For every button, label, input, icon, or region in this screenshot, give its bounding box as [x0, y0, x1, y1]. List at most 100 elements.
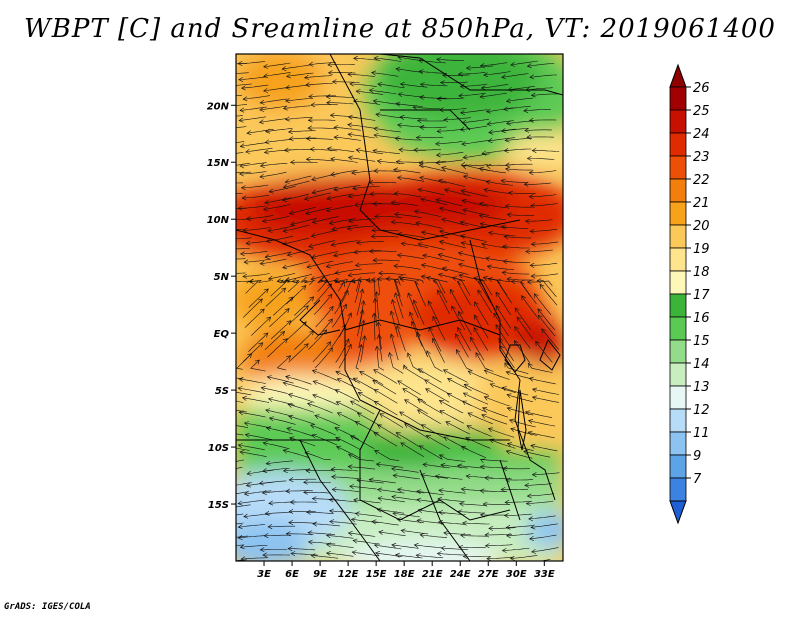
- streamline-arrow: [439, 80, 445, 86]
- streamline-arrow: [482, 501, 488, 507]
- streamline: [420, 198, 448, 206]
- colorbar-swatch: [669, 362, 687, 387]
- streamline-arrow: [445, 421, 451, 426]
- streamline-arrow: [245, 482, 251, 488]
- streamline-arrow: [288, 296, 294, 302]
- streamline-arrow: [505, 533, 511, 539]
- streamline-arrow: [237, 386, 243, 392]
- streamline-arrow: [259, 547, 265, 553]
- streamline-arrow: [217, 227, 221, 231]
- streamline-arrow: [426, 350, 431, 356]
- streamline: [238, 61, 266, 64]
- streamline: [283, 469, 311, 472]
- streamline-arrow: [444, 188, 450, 193]
- streamline-arrow: [460, 189, 466, 194]
- streamline-arrow: [504, 499, 510, 505]
- streamline: [263, 204, 291, 210]
- streamline-arrow: [221, 422, 225, 426]
- streamline: [246, 129, 274, 134]
- streamline: [300, 279, 315, 286]
- streamline-arrow: [480, 85, 486, 91]
- streamline: [539, 559, 551, 561]
- streamline: [480, 459, 508, 462]
- streamline-arrow: [412, 105, 418, 111]
- streamline: [441, 218, 469, 226]
- streamline-arrow: [224, 171, 228, 175]
- streamline-arrow: [374, 291, 380, 297]
- streamline: [315, 306, 334, 328]
- streamline-arrow: [220, 406, 224, 410]
- streamline: [304, 75, 332, 79]
- streamline: [238, 535, 266, 539]
- streamline: [306, 138, 334, 140]
- streamline-arrow: [352, 377, 358, 383]
- streamline: [523, 450, 551, 458]
- streamline-arrow: [243, 491, 249, 497]
- streamline: [537, 308, 556, 331]
- streamline: [333, 127, 361, 131]
- streamline-arrow: [347, 114, 353, 120]
- streamline-arrow: [393, 278, 399, 284]
- streamline-arrow: [509, 555, 515, 561]
- streamline: [376, 291, 379, 319]
- streamline-arrow: [479, 222, 485, 227]
- streamline-arrow: [262, 441, 268, 446]
- streamline-arrow: [284, 277, 290, 283]
- streamline-arrow: [485, 179, 491, 185]
- streamline-arrow: [478, 201, 484, 207]
- streamline: [263, 62, 291, 68]
- streamline-arrow: [325, 533, 331, 539]
- lat-tick-label: 10N: [207, 215, 230, 226]
- streamline-arrow: [368, 477, 374, 483]
- streamline-arrow: [242, 273, 248, 279]
- streamline: [374, 389, 398, 404]
- streamline-arrow: [225, 484, 229, 488]
- streamline-arrow: [479, 464, 485, 470]
- streamline-arrow: [368, 248, 374, 254]
- streamline-arrow: [441, 217, 447, 223]
- streamline-arrow: [440, 462, 446, 468]
- colorbar-label: 20: [693, 219, 710, 234]
- streamline: [462, 200, 489, 207]
- streamline-arrow: [303, 305, 309, 311]
- streamline-arrow: [486, 556, 492, 561]
- streamline-arrow: [309, 146, 315, 152]
- streamline-arrow: [530, 241, 536, 247]
- streamline-arrow: [503, 147, 509, 153]
- streamline: [525, 411, 553, 418]
- streamline-arrow: [541, 328, 546, 334]
- streamline-arrow: [413, 542, 419, 548]
- streamline: [416, 520, 444, 524]
- streamline: [438, 179, 466, 187]
- streamline-arrow: [326, 341, 332, 347]
- streamline: [460, 235, 488, 242]
- streamline-arrow: [438, 206, 445, 212]
- streamline: [331, 324, 346, 348]
- streamline-arrow: [513, 340, 519, 346]
- streamline-arrow: [333, 252, 339, 258]
- streamline-arrow: [535, 340, 540, 346]
- streamline-arrow: [265, 426, 271, 431]
- streamline-arrow: [461, 164, 467, 170]
- streamline: [463, 392, 489, 405]
- streamline-arrow: [263, 288, 269, 294]
- streamline: [479, 202, 507, 208]
- streamline-arrow: [376, 507, 382, 513]
- streamline-arrow: [307, 539, 313, 545]
- streamline: [418, 368, 442, 383]
- streamline-arrow: [241, 195, 247, 201]
- streamline-arrow: [524, 218, 530, 224]
- streamline-arrow: [267, 397, 274, 403]
- colorbar-label: 15: [693, 334, 710, 349]
- streamline-arrow: [344, 290, 349, 296]
- streamline-arrow: [510, 427, 516, 433]
- lon-tick-label: 12E: [338, 569, 359, 580]
- streamline: [419, 177, 447, 184]
- streamline: [539, 284, 558, 306]
- streamline-arrow: [484, 543, 490, 549]
- streamline-arrow: [432, 279, 438, 285]
- streamline: [398, 276, 424, 284]
- streamline: [356, 240, 384, 244]
- streamline: [527, 158, 555, 160]
- streamline: [481, 84, 509, 89]
